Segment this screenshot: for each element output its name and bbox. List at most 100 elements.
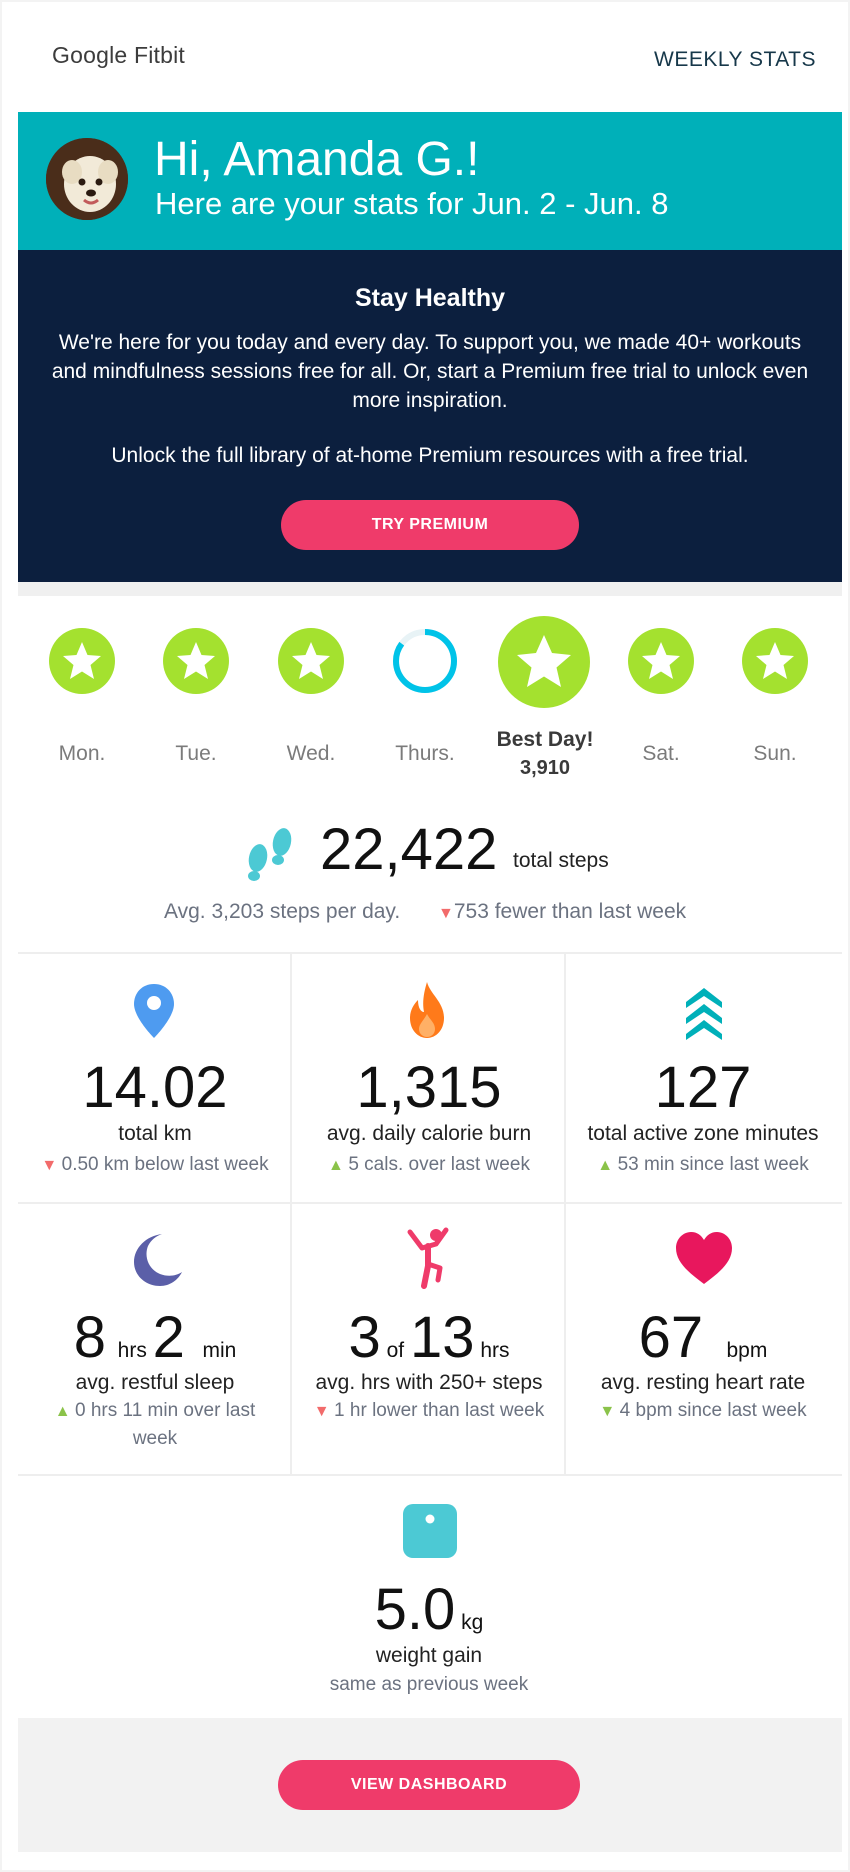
calorie-diff: ▲ 5 cals. over last week (292, 1151, 566, 1179)
weight-unit-text: kg (461, 1611, 484, 1634)
trend-down-icon: ▼ (438, 905, 454, 922)
hourly-steps-diff: ▼ 1 hr lower than last week (292, 1397, 566, 1425)
calorie-value: 1,315 (356, 1055, 502, 1120)
distance-label: total km (118, 1122, 192, 1145)
hourly-steps-label: avg. hrs with 250+ steps (315, 1371, 543, 1394)
best-day-star-icon (498, 616, 590, 708)
day-label-wed: Wed. (286, 742, 336, 765)
try-premium-button[interactable]: TRY PREMIUM (281, 500, 579, 550)
promo-title: Stay Healthy (354, 284, 506, 312)
goal-star-icon (278, 628, 344, 694)
sleep-hours: 8 (73, 1305, 106, 1370)
heart-rate-label: avg. resting heart rate (600, 1371, 806, 1394)
divider (564, 954, 566, 1474)
view-dashboard-button[interactable]: VIEW DASHBOARD (278, 1760, 580, 1810)
distance-diff: ▼ 0.50 km below last week (18, 1151, 292, 1179)
day-label-thurs: Thurs. (395, 742, 455, 765)
hero-banner: Hi, Amanda G.! Here are your stats for J… (18, 112, 842, 250)
promo-body: We're here for you today and every day. … (51, 331, 809, 412)
calorie-diff-text: 5 cals. over last week (348, 1154, 530, 1175)
sleep-minutes: 2 (152, 1305, 185, 1370)
weight-unit: kg (455, 1611, 483, 1634)
sleep-hours-unit-text: hrs (117, 1339, 147, 1362)
map-pin-icon (134, 984, 174, 1038)
footprints-icon (248, 828, 292, 881)
promo-banner: Stay Healthy We're here for you today an… (18, 250, 842, 582)
hourly-unit-text: hrs (480, 1339, 510, 1362)
divider (18, 582, 842, 596)
heart-rate-diff-text: 4 bpm since last week (619, 1400, 807, 1421)
goal-star-icon (742, 628, 808, 694)
active-zone-value: 127 (654, 1055, 752, 1120)
hourly-steps-value: 3 of 13 hrs (292, 1304, 566, 1371)
trend-up-icon: ▲ (328, 1157, 349, 1174)
promo-unlock: Unlock the full library of at-home Premi… (111, 444, 749, 467)
weight-value: 5.0 kg (292, 1576, 566, 1643)
heart-rate-value: 67 bpm (566, 1304, 840, 1371)
hourly-of: of (381, 1339, 410, 1362)
steps-average: Avg. 3,203 steps per day. (164, 900, 401, 923)
steps-diff-text: 753 fewer than last week (453, 900, 687, 923)
sleep-diff: ▲ 0 hrs 11 min over last week (38, 1397, 272, 1452)
distance-diff-text: 0.50 km below last week (61, 1154, 269, 1175)
progress-ring-icon (393, 629, 457, 693)
distance-value: 14.02 (82, 1055, 228, 1120)
heart-rate-unit-text: bpm (726, 1339, 768, 1362)
hourly-steps-total: 13 (409, 1305, 475, 1370)
weight-label: weight gain (375, 1644, 483, 1667)
hourly-steps-diff-text: 1 hr lower than last week (334, 1400, 545, 1421)
active-zone-diff: ▲ 53 min since last week (566, 1151, 840, 1179)
active-zone-icon (686, 988, 722, 1040)
hourly-of-text: of (386, 1339, 405, 1362)
day-label-mon: Mon. (58, 742, 106, 765)
trend-down-icon: ▼ (313, 1403, 335, 1420)
sleep-hours-unit: hrs (106, 1339, 153, 1362)
date-range: Here are your stats for Jun. 2 - Jun. 8 (155, 186, 669, 221)
total-steps-label: total steps (513, 849, 609, 872)
goal-star-icon (628, 628, 694, 694)
hourly-steps-met: 3 (348, 1305, 381, 1370)
trend-down-icon: ▼ (599, 1403, 620, 1420)
trend-up-icon: ▲ (597, 1157, 618, 1174)
weekly-stats-label: WEEKLY STATS (654, 48, 816, 71)
heart-rate-diff: ▼ 4 bpm since last week (566, 1397, 840, 1425)
trend-up-icon: ▲ (54, 1403, 76, 1420)
brand-logo[interactable]: Google Fitbit (52, 42, 185, 68)
divider (290, 954, 292, 1474)
best-day-label: Best Day! (496, 728, 594, 751)
scale-icon (403, 1504, 457, 1558)
total-steps-value: 22,422 (320, 817, 498, 882)
sleep-min-unit-text: min (202, 1339, 237, 1362)
sleep-diff-text: 0 hrs 11 min over last week (75, 1400, 256, 1449)
best-day-value: 3,910 (519, 757, 571, 779)
heart-rate-number: 67 (638, 1305, 704, 1370)
avatar (46, 138, 128, 220)
sleep-min-unit: min (185, 1339, 236, 1362)
heart-icon (676, 1232, 732, 1284)
greeting: Hi, Amanda G.! (154, 133, 480, 186)
divider (18, 1202, 842, 1204)
heart-rate-unit: bpm (703, 1339, 768, 1362)
weight-number: 5.0 (374, 1577, 456, 1642)
sleep-value: 8 hrs 2 min (18, 1304, 292, 1371)
weight-diff: same as previous week (329, 1674, 529, 1695)
footer: VIEW DASHBOARD (18, 1718, 842, 1852)
divider (18, 1474, 842, 1476)
goal-star-icon (163, 628, 229, 694)
day-label-sun: Sun. (753, 742, 797, 765)
goal-star-icon (49, 628, 115, 694)
steps-diff: ▼753 fewer than last week (438, 900, 686, 924)
day-label-tue: Tue. (175, 742, 217, 765)
day-label-sat: Sat. (642, 742, 680, 765)
moon-icon (134, 1234, 182, 1286)
divider (18, 952, 842, 954)
sleep-label: avg. restful sleep (75, 1371, 235, 1394)
person-stretch-icon (407, 1227, 449, 1289)
calorie-label: avg. daily calorie burn (326, 1122, 532, 1145)
trend-down-icon: ▼ (41, 1157, 62, 1174)
flame-icon (410, 982, 444, 1038)
active-zone-diff-text: 53 min since last week (617, 1154, 809, 1175)
hourly-unit: hrs (474, 1339, 509, 1362)
